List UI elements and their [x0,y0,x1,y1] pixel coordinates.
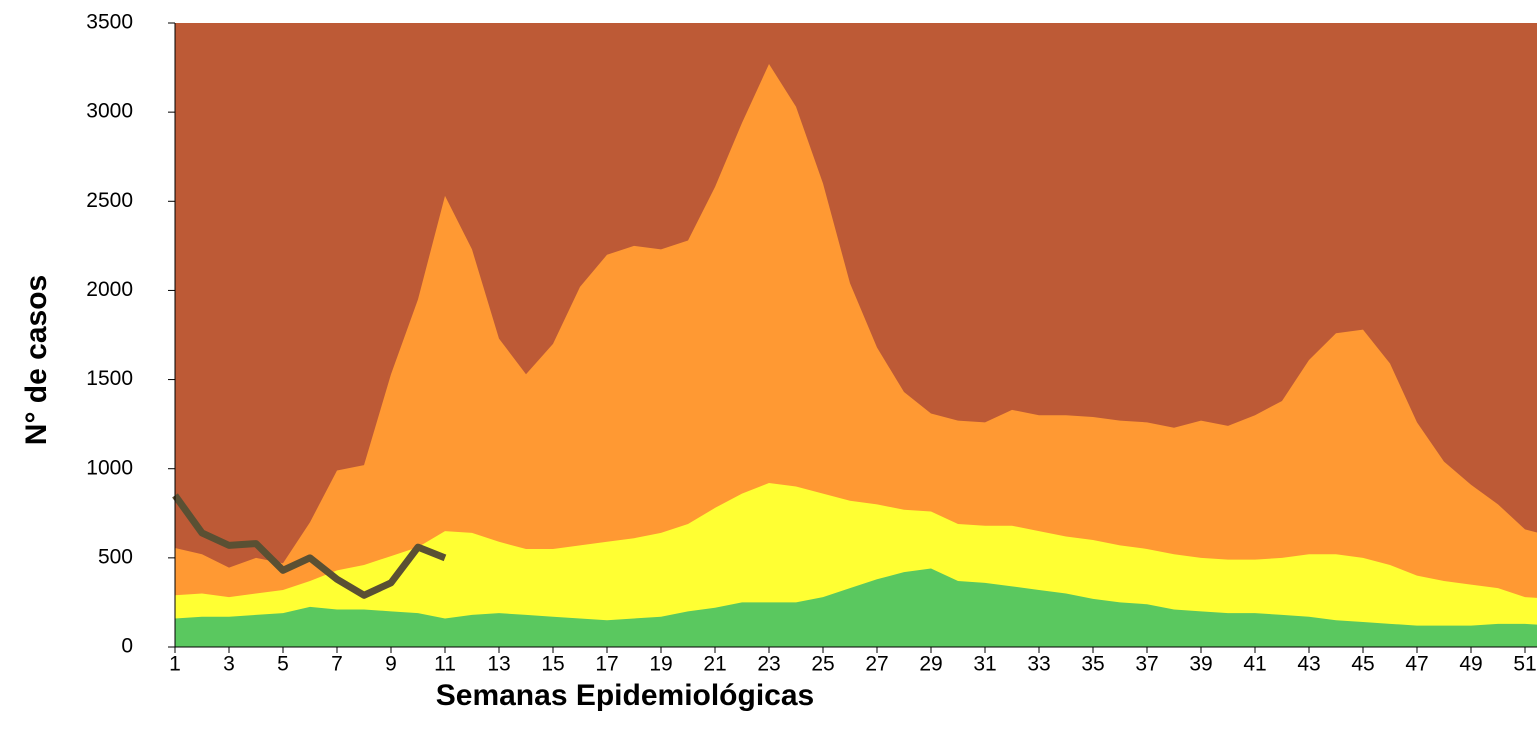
y-tick-label: 0 [121,635,133,658]
x-tick-label: 45 [1351,653,1374,676]
x-tick-label: 13 [487,653,510,676]
x-tick-label: 25 [811,653,834,676]
y-tick-label: 2000 [86,278,133,301]
x-tick-label: 15 [541,653,564,676]
x-tick-label: 49 [1459,653,1482,676]
x-tick-label: 17 [595,653,618,676]
x-tick-label: 21 [703,653,726,676]
x-tick-label: 31 [973,653,996,676]
y-tick-label: 1000 [86,456,133,479]
x-tick-label: 9 [385,653,397,676]
x-tick-label: 43 [1297,653,1320,676]
x-tick-label: 1 [169,653,181,676]
y-tick-label: 2500 [86,189,133,212]
current-year-line [172,493,447,599]
x-tick-label: 51 [1513,653,1536,676]
x-tick-label: 3 [223,653,235,676]
x-tick-label: 33 [1027,653,1050,676]
x-tick-label: 23 [757,653,780,676]
x-tick-label: 11 [434,653,456,676]
x-tick-label: 39 [1189,653,1212,676]
x-tick-label: 41 [1243,653,1266,676]
x-tick-label: 47 [1405,653,1428,676]
x-tick-label: 27 [865,653,888,676]
x-tick-label: 5 [277,653,289,676]
x-tick-label: 19 [649,653,672,676]
x-axis-title: Semanas Epidemiológicas [436,679,814,712]
x-tick-label: 35 [1081,653,1104,676]
y-tick-label: 3000 [86,100,133,123]
area [175,568,1537,647]
area [175,482,1537,647]
x-tick-label: 37 [1135,653,1158,676]
plot-area [175,64,1537,647]
area [175,64,1537,647]
y-tick-label: 3500 [86,11,133,34]
x-tick-label: 29 [919,653,942,676]
x-tick-label: 7 [331,653,343,676]
y-axis-title: N° de casos [20,275,53,445]
y-tick-label: 500 [98,545,133,568]
y-tick-label: 1500 [86,367,133,390]
